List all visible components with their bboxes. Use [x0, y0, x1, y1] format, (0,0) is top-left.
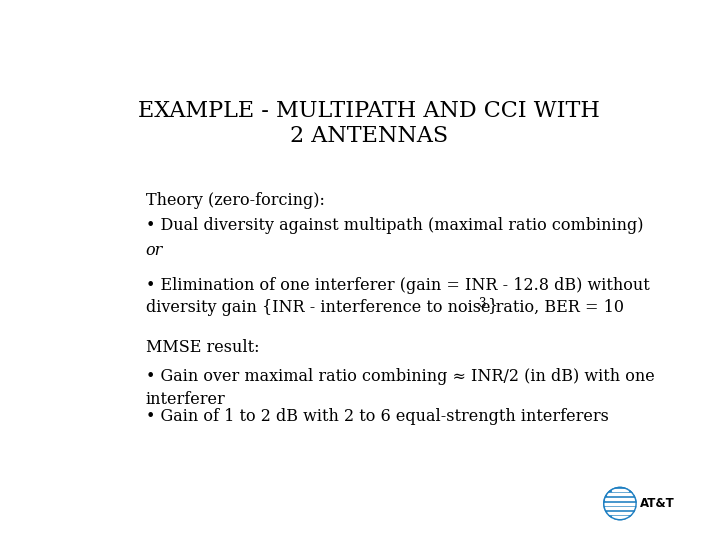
- Text: • Gain of 1 to 2 dB with 2 to 6 equal-strength interferers: • Gain of 1 to 2 dB with 2 to 6 equal-st…: [145, 408, 608, 425]
- FancyBboxPatch shape: [612, 516, 628, 518]
- Text: • Dual diversity against multipath (maximal ratio combining): • Dual diversity against multipath (maxi…: [145, 217, 643, 234]
- Text: MMSE result:: MMSE result:: [145, 339, 259, 356]
- Circle shape: [604, 488, 636, 519]
- Text: Theory (zero-forcing):: Theory (zero-forcing):: [145, 192, 325, 208]
- Text: 2 ANTENNAS: 2 ANTENNAS: [290, 125, 448, 147]
- FancyBboxPatch shape: [607, 493, 633, 495]
- FancyBboxPatch shape: [604, 503, 636, 504]
- FancyBboxPatch shape: [605, 498, 635, 500]
- FancyBboxPatch shape: [607, 512, 633, 514]
- Text: EXAMPLE - MULTIPATH AND CCI WITH: EXAMPLE - MULTIPATH AND CCI WITH: [138, 100, 600, 122]
- Text: • Gain over maximal ratio combining ≈ INR/2 (in dB) with one
interferer: • Gain over maximal ratio combining ≈ IN…: [145, 368, 654, 408]
- Text: -3: -3: [475, 297, 487, 310]
- Text: AT&T: AT&T: [640, 497, 675, 510]
- FancyBboxPatch shape: [605, 507, 635, 509]
- Text: }: }: [487, 297, 498, 314]
- FancyBboxPatch shape: [612, 489, 628, 491]
- Text: • Elimination of one interferer (gain = INR - 12.8 dB) without
diversity gain {I: • Elimination of one interferer (gain = …: [145, 277, 649, 316]
- Text: or: or: [145, 241, 163, 259]
